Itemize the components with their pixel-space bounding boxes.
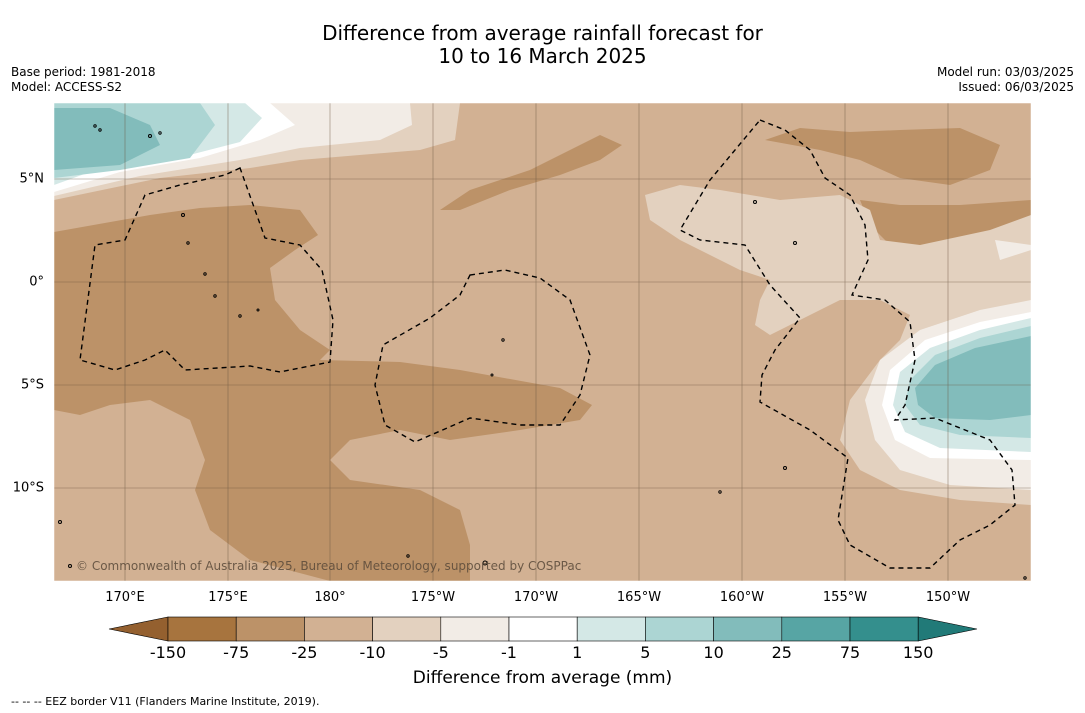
colorbar-over-arrow	[917, 616, 978, 642]
longitude-label: 175°W	[410, 590, 456, 605]
contour-light-east	[645, 185, 1031, 581]
colorbar-segment	[508, 616, 578, 642]
longitude-label: 170°E	[105, 590, 145, 605]
colorbar-tick-label: -75	[223, 643, 250, 662]
colorbar-tick-label: -5	[432, 643, 449, 662]
longitude-label: 160°W	[719, 590, 765, 605]
longitude-label: 165°W	[616, 590, 662, 605]
colorbar-tick-label: 10	[703, 643, 724, 662]
colorbar-tick-label: 1	[572, 643, 583, 662]
contour-teal3-se	[915, 336, 1031, 420]
longitude-label: 180°	[314, 590, 346, 605]
longitude-label: 175°E	[208, 590, 248, 605]
model-label: Model: ACCESS-S2	[11, 80, 123, 94]
longitude-label: 150°W	[925, 590, 971, 605]
map-frame	[53, 102, 1032, 582]
colorbar-tick-label: -25	[291, 643, 318, 662]
eez-borders	[79, 119, 1016, 569]
colorbar-under-arrow	[108, 616, 169, 642]
eez-west	[79, 167, 334, 373]
map-field	[54, 103, 1031, 581]
longitude-label: 155°W	[822, 590, 868, 605]
colorbar-segment	[713, 616, 783, 642]
colorbar-segment	[167, 616, 237, 642]
issued-label: Issued: 06/03/2025	[958, 80, 1074, 94]
colorbar-segment	[849, 616, 919, 642]
longitude-label: 170°W	[513, 590, 559, 605]
colorbar-segment	[576, 616, 646, 642]
map-title-line2: 10 to 16 March 2025	[438, 44, 647, 68]
colorbar-tick-label: 75	[839, 643, 861, 662]
graticule	[54, 103, 1031, 581]
base-period-label: Base period: 1981-2018	[11, 65, 156, 79]
colorbar-tick-label: 25	[771, 643, 792, 662]
contour-pale-east	[995, 240, 1031, 260]
colorbar-tick-label: 5	[640, 643, 651, 662]
latitude-label: 5°N	[19, 171, 45, 187]
colorbar-segment	[235, 616, 305, 642]
map-title-line1: Difference from average rainfall forecas…	[322, 21, 763, 45]
colorbar-segment	[781, 616, 851, 642]
colorbar-segment	[372, 616, 442, 642]
colorbar-tick-label: 150	[902, 643, 934, 662]
colorbar	[108, 616, 978, 642]
latitude-label: 5°S	[20, 377, 44, 393]
eez-footnote: -- -- -- EEZ border V11 (Flanders Marine…	[11, 695, 320, 708]
colorbar-tick-label: -10	[359, 643, 386, 662]
contour-dry-ne	[765, 128, 1000, 185]
colorbar-segment	[440, 616, 510, 642]
colorbar-title: Difference from average (mm)	[412, 668, 673, 688]
copyright-text: © Commonwealth of Australia 2025, Bureau…	[76, 559, 582, 573]
colorbar-segment	[304, 616, 373, 642]
colorbar-tick-label: -150	[149, 643, 187, 662]
islands	[58, 124, 1027, 580]
colorbar-segment	[645, 616, 714, 642]
latitude-label: 10°S	[12, 480, 44, 496]
eez-central	[374, 269, 591, 443]
contour-dry-north	[440, 135, 622, 210]
colorbar-tick-label: -1	[501, 643, 517, 662]
model-run-label: Model run: 03/03/2025	[936, 65, 1074, 79]
latitude-label: 0°	[29, 274, 44, 290]
contour-teal3-nw	[54, 108, 160, 170]
contour-dry-west	[54, 205, 592, 581]
